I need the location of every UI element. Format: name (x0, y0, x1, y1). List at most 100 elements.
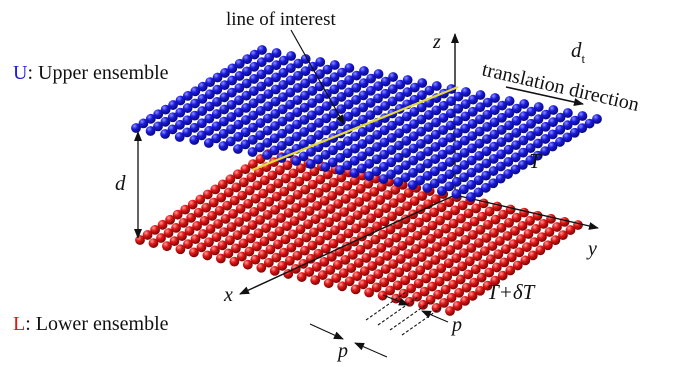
lower-ensemble-atom (247, 220, 258, 230)
upper-ensemble-atom (489, 141, 499, 152)
upper-ensemble-atom (445, 132, 456, 143)
upper-ensemble-atom (182, 115, 193, 126)
separation-label: d (115, 171, 126, 195)
lower-ensemble-atom (271, 191, 282, 202)
lower-ensemble-atom (402, 201, 413, 212)
lower-ensemble-atom (163, 228, 174, 238)
lower-ensemble-atom (307, 179, 318, 190)
lower-ensemble-atom (379, 277, 390, 288)
upper-ensemble-atom (467, 143, 477, 154)
lower-ensemble-atom (300, 184, 311, 195)
lower-ensemble-atom (387, 211, 397, 222)
lower-ensemble-atom (213, 219, 223, 229)
upper-ensemble-atom (444, 181, 455, 192)
upper-ensemble-atom (555, 124, 566, 135)
upper-ensemble-atom (357, 126, 368, 137)
upper-ensemble-atom (227, 63, 238, 74)
lower-ensemble-atom (279, 186, 290, 197)
upper-ensemble-atom (205, 77, 216, 88)
upper-ensemble-atom (437, 161, 448, 172)
upper-ensemble-atom (359, 66, 369, 76)
lower-ensemble-atom (183, 239, 193, 250)
upper-ensemble-atom (373, 93, 383, 104)
lower-ensemble-atom (269, 265, 280, 276)
lower-ensemble-atom (267, 231, 277, 242)
upper-ensemble-atom (517, 159, 528, 170)
upper-ensemble-atom (511, 103, 522, 114)
lower-ensemble-atom (204, 237, 214, 248)
upper-ensemble-atom (307, 98, 317, 109)
lower-ensemble-atom (231, 243, 241, 254)
upper-ensemble-atom (262, 137, 273, 148)
upper-ensemble-atom (526, 106, 537, 117)
upper-ensemble-atom (204, 113, 215, 124)
lower-ensemble-atom (321, 182, 332, 193)
upper-ensemble-atom (270, 108, 281, 119)
upper-ensemble-atom (532, 150, 543, 161)
lower-ensemble-atom (303, 219, 313, 230)
legend-upper-text: : Upper ensemble (27, 62, 169, 84)
lower-ensemble-atom (193, 207, 204, 218)
lower-ensemble-atom (252, 180, 263, 191)
y-axis (454, 194, 599, 230)
upper-ensemble-atom (226, 87, 237, 98)
upper-ensemble-atom (458, 184, 469, 195)
lower-ensemble-atom (292, 189, 303, 200)
upper-ensemble-atom (219, 92, 230, 103)
upper-ensemble-atom (262, 113, 273, 124)
upper-ensemble-atom (468, 94, 478, 105)
upper-ensemble-atom (189, 110, 200, 121)
upper-ensemble-atom (286, 51, 297, 61)
lower-ensemble-atom (462, 221, 472, 232)
lower-ensemble-atom (374, 256, 385, 266)
upper-ensemble-atom (278, 80, 289, 90)
lower-ensemble-atom (348, 188, 359, 199)
upper-ensemble-atom (234, 95, 244, 106)
lower-ensemble-atom (475, 224, 486, 235)
lower-ensemble-atom (307, 240, 318, 251)
lower-ensemble-atom (331, 273, 342, 284)
upper-ensemble-atom (284, 111, 295, 122)
upper-ensemble-atom (451, 189, 462, 199)
upper-ensemble-atom (452, 152, 463, 163)
upper-ensemble-atom (271, 60, 282, 71)
lower-ensemble-atom (496, 222, 507, 233)
upper-ensemble-atom (293, 70, 303, 81)
lower-ensemble-atom (458, 248, 469, 259)
lower-ensemble-atom (323, 278, 334, 289)
lower-ensemble-atom (472, 251, 483, 262)
upper-ensemble-atom (358, 90, 369, 101)
lower-ensemble-atom (409, 257, 420, 268)
upper-ensemble-atom (437, 149, 448, 160)
lower-ensemble-atom (451, 253, 462, 264)
upper-ensemble-atom (248, 86, 259, 97)
lower-ensemble-atom (403, 188, 414, 198)
lower-ensemble-atom (485, 254, 496, 265)
lower-ensemble-atom (277, 260, 288, 271)
lower-ensemble-atom (491, 262, 502, 273)
upper-ensemble-atom (241, 102, 252, 113)
upper-ensemble-atom (475, 102, 486, 113)
upper-ensemble-atom (335, 140, 346, 151)
lower-ensemble-atom (283, 208, 294, 218)
upper-ensemble-atom (379, 137, 390, 148)
upper-ensemble-atom (328, 145, 338, 156)
lower-ensemble-atom (511, 212, 522, 223)
lower-ensemble-atom (322, 230, 333, 241)
lower-ensemble-atom (351, 223, 361, 234)
upper-ensemble-atom (314, 81, 325, 92)
lower-ensemble-atom (234, 217, 244, 227)
upper-ensemble-atom (511, 140, 521, 151)
upper-ensemble-atom (256, 81, 267, 92)
upper-ensemble-atom (482, 109, 493, 120)
lower-ensemble-atom (259, 175, 270, 186)
lower-ensemble-atom (216, 192, 227, 203)
axis-z-label: z (432, 31, 441, 53)
lower-ensemble-atom (359, 266, 370, 277)
upper-ensemble-atom (145, 113, 156, 124)
upper-ensemble-atom (241, 78, 252, 89)
upper-ensemble-atom (366, 73, 377, 84)
upper-ensemble-atom (189, 122, 200, 133)
lower-ensemble-atom (238, 177, 249, 188)
lower-ensemble-atom (537, 232, 547, 242)
